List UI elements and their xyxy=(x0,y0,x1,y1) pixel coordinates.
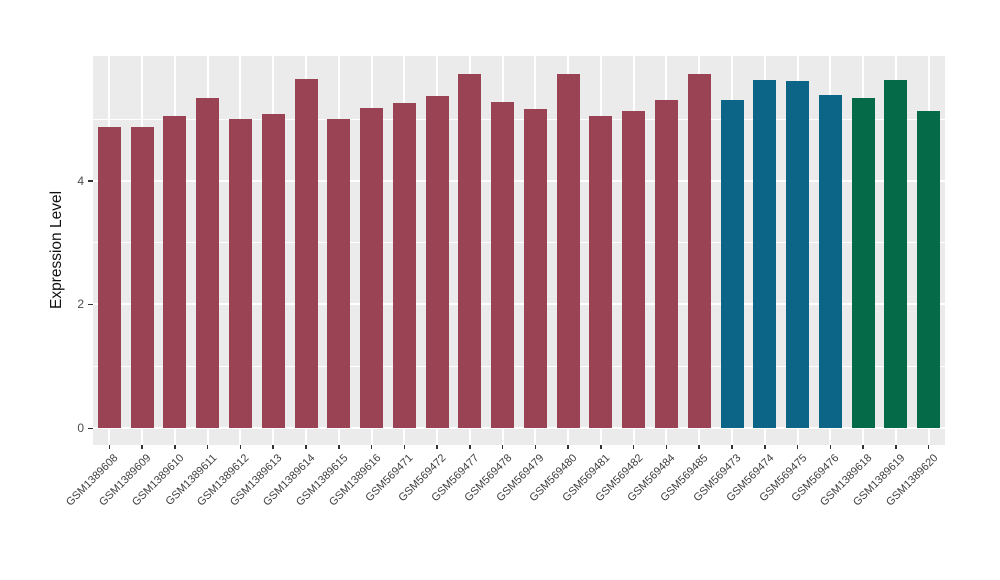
gridline-major-y-0 xyxy=(93,427,945,429)
bar-GSM569476 xyxy=(818,95,842,428)
x-tick-mark-GSM569471 xyxy=(403,445,406,449)
x-tick-mark-GSM1389614 xyxy=(305,445,307,449)
bar-GSM569481 xyxy=(589,116,613,428)
bar-GSM569471 xyxy=(392,103,416,428)
gridline-minor-y-1 xyxy=(93,366,945,368)
x-tick-mark-GSM569484 xyxy=(665,445,668,449)
bar-GSM569472 xyxy=(425,96,449,428)
x-tick-mark-GSM1389620 xyxy=(927,445,930,449)
bar-GSM569475 xyxy=(786,81,810,428)
x-tick-mark-GSM569480 xyxy=(567,445,569,449)
x-tick-mark-GSM569477 xyxy=(469,445,471,449)
x-tick-mark-GSM1389609 xyxy=(141,445,143,449)
bar-GSM1389609 xyxy=(130,127,154,428)
y-axis-title: Expression Level xyxy=(48,190,65,309)
bar-GSM569482 xyxy=(622,110,646,428)
bar-GSM1389616 xyxy=(360,107,384,428)
bar-GSM1389611 xyxy=(196,98,220,428)
x-tick-mark-GSM569485 xyxy=(698,445,700,449)
bar-GSM569484 xyxy=(654,99,678,428)
y-tick-label-0: 0 xyxy=(77,421,84,435)
bar-GSM569479 xyxy=(523,108,547,428)
y-tick-label-2: 2 xyxy=(77,297,84,312)
x-tick-label-GSM1389608: GSM1389608 xyxy=(64,452,121,509)
x-tick-mark-GSM1389612 xyxy=(239,445,242,449)
bar-GSM569478 xyxy=(491,102,515,428)
bar-GSM1389618 xyxy=(851,97,875,428)
bar-GSM1389620 xyxy=(917,110,941,428)
bar-GSM1389614 xyxy=(294,78,318,428)
x-tick-mark-GSM1389608 xyxy=(108,445,111,449)
x-tick-mark-GSM569482 xyxy=(632,445,635,449)
x-tick-mark-GSM569478 xyxy=(501,445,504,449)
bar-GSM569473 xyxy=(720,100,744,428)
x-tick-mark-GSM569481 xyxy=(600,445,602,449)
x-tick-mark-GSM1389613 xyxy=(272,445,274,449)
bar-GSM1389615 xyxy=(327,118,351,428)
y-tick-mark-4 xyxy=(88,180,93,182)
bar-GSM1389613 xyxy=(261,114,285,428)
x-tick-mark-GSM1389618 xyxy=(862,445,864,449)
bar-GSM1389608 xyxy=(97,127,121,428)
x-tick-mark-GSM1389619 xyxy=(895,445,897,449)
x-tick-mark-GSM569476 xyxy=(829,445,832,449)
gridline-minor-y-3 xyxy=(93,242,945,244)
x-tick-mark-GSM569472 xyxy=(436,445,438,449)
bar-GSM569485 xyxy=(687,73,711,428)
bar-GSM1389610 xyxy=(163,115,187,428)
x-tick-mark-GSM1389615 xyxy=(338,445,340,449)
x-tick-mark-GSM569473 xyxy=(731,445,733,449)
bar-GSM569480 xyxy=(556,74,580,428)
plot-panel xyxy=(93,56,945,445)
gridline-major-y-4 xyxy=(93,179,945,182)
x-tick-mark-GSM569479 xyxy=(534,445,537,449)
x-tick-mark-GSM569475 xyxy=(796,445,799,449)
y-tick-label-4: 4 xyxy=(77,173,84,188)
x-tick-mark-GSM1389610 xyxy=(174,445,176,449)
bar-GSM569474 xyxy=(753,79,777,428)
bar-GSM569477 xyxy=(458,74,482,428)
x-tick-mark-GSM569474 xyxy=(764,445,766,449)
y-tick-mark-2 xyxy=(88,303,93,306)
bar-GSM1389619 xyxy=(884,80,908,428)
y-tick-mark-0 xyxy=(88,427,93,429)
bar-GSM1389612 xyxy=(228,119,252,428)
x-tick-mark-GSM1389611 xyxy=(206,445,209,449)
gridline-minor-y-5 xyxy=(93,118,945,120)
x-tick-mark-GSM1389616 xyxy=(370,445,373,449)
gridline-major-y-2 xyxy=(93,303,945,306)
